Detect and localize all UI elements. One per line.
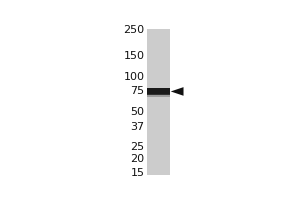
Text: 50: 50 [130, 107, 145, 117]
Bar [147, 29, 170, 175]
Text: 15: 15 [130, 168, 145, 178]
Text: 100: 100 [124, 72, 145, 82]
Text: 250: 250 [123, 25, 145, 35]
Text: 25: 25 [130, 142, 145, 152]
Polygon shape [171, 87, 184, 96]
Bar [147, 94, 170, 97]
Bar [147, 88, 170, 95]
Text: 20: 20 [130, 154, 145, 164]
Text: 150: 150 [124, 51, 145, 61]
Text: 75: 75 [130, 86, 145, 96]
Text: 37: 37 [130, 122, 145, 132]
